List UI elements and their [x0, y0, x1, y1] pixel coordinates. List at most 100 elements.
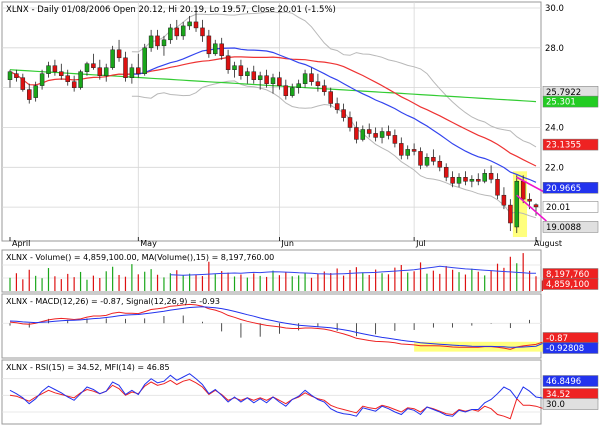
- candle-body: [59, 71, 64, 76]
- candle-body: [328, 91, 333, 104]
- candle-body: [97, 67, 103, 76]
- candle-body: [193, 21, 199, 29]
- volume-badge: 4,859,100: [542, 278, 599, 290]
- candle-body: [392, 135, 398, 144]
- candle-body: [341, 109, 346, 118]
- candle-body: [366, 129, 372, 134]
- candle-body: [270, 77, 276, 84]
- candle-body: [501, 194, 507, 206]
- rsi-grid: [2, 378, 541, 413]
- volume-panel: XLNX - Volume() = 4,859,100.00, MA(Volum…: [1, 249, 599, 293]
- candle-body: [443, 167, 449, 178]
- macd-panel: XLNX - MACD(12,26) = -0.87, Signal(12,26…: [1, 293, 599, 359]
- price-badge-box: [542, 221, 599, 233]
- price-badge: 20.01: [542, 201, 599, 213]
- month-label: Jun: [280, 239, 294, 248]
- candle-body: [514, 180, 520, 228]
- candle-body: [116, 49, 122, 59]
- candle-body: [257, 75, 263, 80]
- candle-body: [200, 27, 205, 37]
- bollinger-lower: [131, 80, 537, 219]
- volume-badge-text: 4,859,100: [546, 280, 589, 290]
- candle-body: [379, 131, 385, 138]
- macd-badge-box: [542, 342, 599, 354]
- price-badge-box: [542, 182, 599, 194]
- price-tick-label: 30.0: [545, 4, 564, 14]
- macd-badge-text: -0.87: [546, 334, 568, 344]
- price-badge-text: 20.01: [546, 203, 570, 213]
- candle-body: [219, 43, 224, 56]
- price-badge: 23.1355: [542, 138, 599, 151]
- candle-body: [103, 67, 109, 76]
- candle-body: [225, 55, 231, 70]
- candle-body: [315, 81, 321, 86]
- price-badge-text: 25.7922: [546, 88, 581, 98]
- price-tick-label: 22.0: [545, 163, 564, 173]
- rsi-badge-box: [542, 375, 599, 387]
- candle-body: [360, 129, 366, 140]
- month-label: August: [534, 239, 562, 248]
- candle-body: [91, 63, 96, 68]
- candle-body: [232, 65, 237, 70]
- ma-50-line: [9, 56, 537, 167]
- candle-body: [33, 85, 38, 98]
- candle-body: [354, 127, 359, 140]
- macd-badge: -0.92808: [542, 342, 599, 354]
- candle-body: [283, 85, 289, 96]
- candle-body: [334, 103, 340, 110]
- price-title: XLNX - Daily 01/08/2006 Open 20.12, Hi 2…: [6, 5, 336, 15]
- ma-20-line: [131, 47, 537, 183]
- candle-body: [123, 57, 128, 78]
- candle-body: [309, 73, 314, 82]
- candle-body: [84, 63, 90, 72]
- candle-body: [213, 43, 218, 55]
- rsi-badge-text: 46.8496: [546, 377, 581, 387]
- rsi-badge-text: 34.52: [546, 390, 570, 400]
- price-tick-label: 28.0: [545, 44, 564, 54]
- macd-title: XLNX - MACD(12,26) = -0.87, Signal(12,26…: [6, 297, 220, 306]
- candle-body: [302, 73, 308, 84]
- rsi-mfi-lines: [9, 373, 543, 420]
- candle-body: [456, 177, 462, 184]
- month-label: May: [140, 239, 157, 248]
- candle-body: [290, 87, 295, 96]
- price-badge-text: 23.1355: [546, 141, 581, 151]
- candle-body: [508, 204, 513, 224]
- trend-line-lower: [516, 194, 547, 222]
- candle-body: [129, 67, 135, 78]
- volume-ma-line: [170, 265, 537, 276]
- candle-body: [155, 35, 160, 47]
- macd-series-line: [9, 306, 543, 348]
- macd-value-badges: -0.87-0.92808: [542, 332, 599, 354]
- rsi-panel: XLNX - RSI(15) = 34.52, MFI(14) = 46.85 …: [1, 359, 599, 425]
- macd-series-line: [9, 303, 543, 350]
- candle-body: [7, 71, 13, 80]
- candle-body: [527, 198, 532, 202]
- rsi-title: XLNX - RSI(15) = 34.52, MFI(14) = 46.85: [6, 363, 170, 372]
- candle-body: [46, 65, 51, 74]
- candle-body: [14, 73, 19, 78]
- macd-lines: [9, 303, 543, 350]
- candle-body: [168, 27, 173, 41]
- candle-body: [71, 81, 77, 88]
- volume-grid: [2, 264, 541, 279]
- candle-body: [187, 21, 192, 27]
- price-tick-label: 24.0: [545, 123, 564, 133]
- price-badge-box: [542, 95, 599, 108]
- rsi-series-line: [9, 373, 543, 417]
- price-badge-text: 19.0088: [546, 223, 581, 233]
- trend-line-upper: [516, 176, 547, 194]
- volume-ma-path: [170, 265, 537, 276]
- candle-body: [296, 83, 301, 88]
- candle-body: [373, 133, 378, 138]
- volume-badge-text: 8,197,760: [546, 270, 589, 280]
- price-badge: 25.301: [542, 95, 599, 108]
- candle-body: [399, 143, 404, 156]
- price-y-axis: 30.0 28.0 24.0 22.0: [545, 4, 564, 173]
- candle-body: [386, 131, 391, 136]
- candle-body: [482, 173, 487, 182]
- rsi-badge: 46.8496: [542, 375, 599, 387]
- volume-title: XLNX - Volume() = 4,859,100.00, MA(Volum…: [6, 253, 274, 262]
- candle-body: [245, 71, 250, 76]
